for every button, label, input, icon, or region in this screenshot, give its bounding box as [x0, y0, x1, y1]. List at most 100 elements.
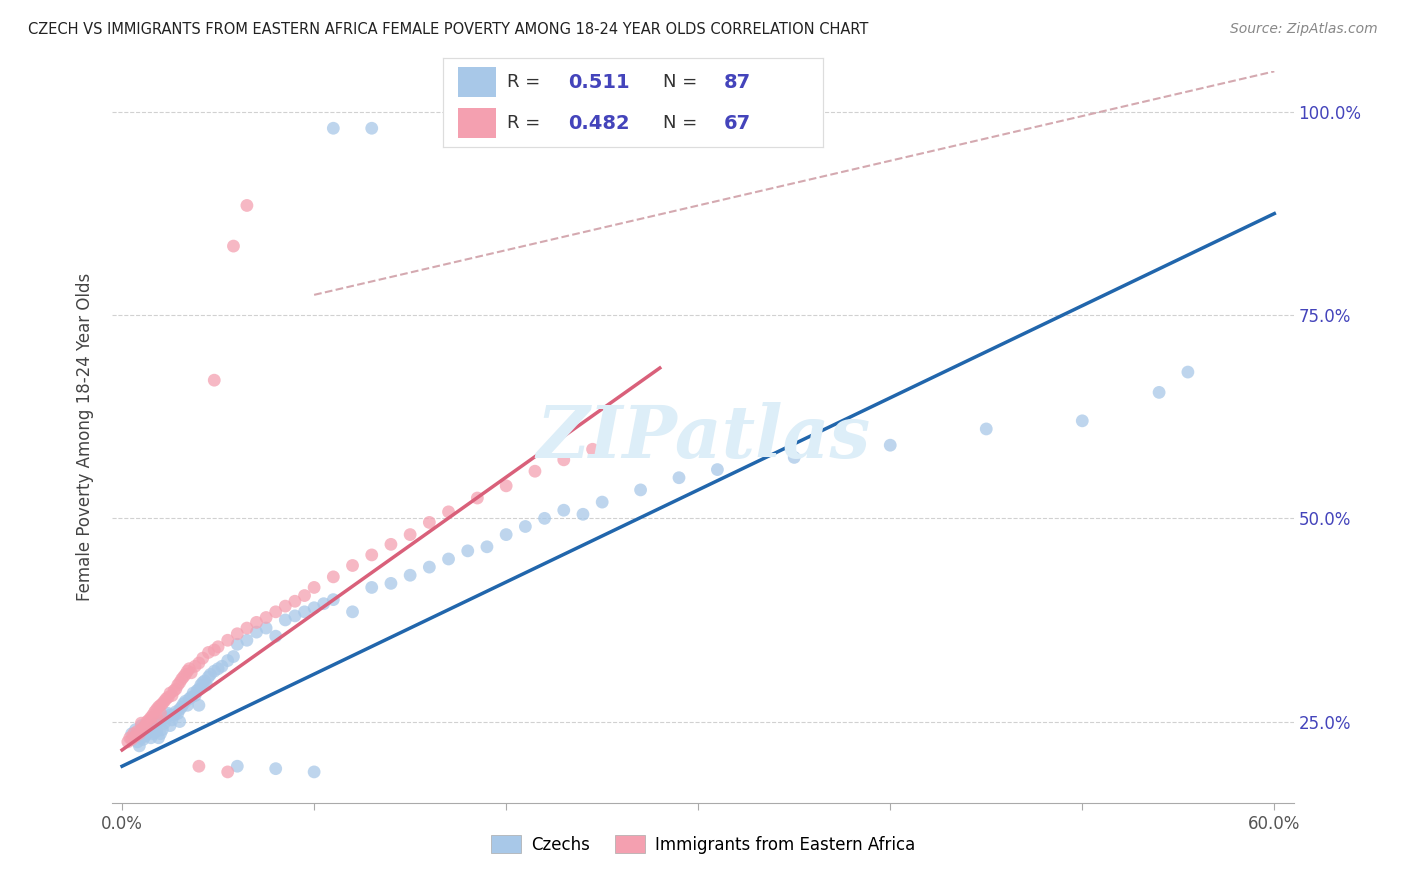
Point: [245, 625, 267, 640]
Text: N =: N =: [664, 73, 697, 91]
Point: [121, 727, 143, 741]
Point: [254, 621, 277, 635]
Point: [457, 544, 479, 558]
Point: [139, 724, 162, 739]
Point: [197, 645, 219, 659]
Point: [475, 540, 498, 554]
Point: [360, 548, 382, 562]
Point: [139, 710, 162, 724]
Point: [124, 723, 146, 737]
Point: [783, 450, 806, 465]
Point: [399, 527, 422, 541]
Point: [515, 519, 537, 533]
Point: [195, 678, 218, 692]
Point: [581, 442, 603, 457]
Point: [122, 727, 145, 741]
Point: [294, 589, 316, 603]
Point: [202, 643, 225, 657]
Point: [284, 594, 307, 608]
Point: [143, 721, 166, 735]
Point: [134, 729, 156, 743]
Point: [302, 764, 325, 779]
Point: [143, 705, 166, 719]
Text: 67: 67: [724, 113, 751, 133]
Point: [202, 373, 225, 387]
Point: [138, 723, 160, 737]
Point: [380, 576, 402, 591]
Point: [380, 537, 402, 551]
Point: [217, 633, 239, 648]
Point: [127, 735, 149, 749]
Point: [165, 705, 187, 719]
Point: [174, 694, 197, 708]
Point: [153, 694, 176, 708]
Point: [170, 673, 193, 687]
Point: [191, 675, 214, 690]
Point: [706, 462, 728, 476]
Point: [236, 198, 259, 212]
Point: [284, 608, 307, 623]
Text: 0.511: 0.511: [568, 72, 630, 92]
Point: [572, 508, 595, 522]
Point: [149, 706, 172, 721]
Point: [173, 670, 195, 684]
Point: [523, 464, 546, 478]
Point: [418, 560, 440, 574]
Point: [159, 708, 181, 723]
Legend: Czechs, Immigrants from Eastern Africa: Czechs, Immigrants from Eastern Africa: [484, 829, 922, 860]
Point: [148, 699, 170, 714]
Point: [121, 732, 143, 747]
Point: [322, 121, 344, 136]
Point: [142, 708, 165, 723]
Point: [163, 683, 186, 698]
Point: [274, 599, 297, 614]
Point: [294, 605, 316, 619]
Point: [302, 581, 325, 595]
Point: [118, 731, 141, 745]
Point: [437, 505, 460, 519]
Point: [226, 637, 249, 651]
Point: [165, 681, 187, 696]
Point: [264, 762, 287, 776]
Point: [322, 570, 344, 584]
Point: [169, 714, 191, 729]
Point: [1177, 365, 1199, 379]
Point: [155, 710, 177, 724]
Point: [117, 735, 139, 749]
Point: [160, 689, 183, 703]
Point: [264, 605, 287, 619]
Point: [187, 759, 209, 773]
Point: [180, 665, 202, 680]
Point: [485, 121, 508, 136]
Point: [495, 527, 517, 541]
Point: [148, 731, 170, 745]
Point: [184, 659, 207, 673]
Text: Source: ZipAtlas.com: Source: ZipAtlas.com: [1230, 22, 1378, 37]
Point: [124, 729, 146, 743]
Point: [879, 438, 901, 452]
Point: [236, 621, 259, 635]
Text: ZIPatlas: ZIPatlas: [536, 401, 870, 473]
Point: [200, 667, 222, 681]
Text: R =: R =: [508, 114, 547, 132]
Y-axis label: Female Poverty Among 18-24 Year Olds: Female Poverty Among 18-24 Year Olds: [76, 273, 94, 601]
Point: [254, 610, 277, 624]
Point: [149, 698, 172, 713]
Point: [302, 600, 325, 615]
Point: [139, 731, 162, 745]
FancyBboxPatch shape: [458, 108, 496, 138]
Point: [187, 698, 209, 713]
Text: CZECH VS IMMIGRANTS FROM EASTERN AFRICA FEMALE POVERTY AMONG 18-24 YEAR OLDS COR: CZECH VS IMMIGRANTS FROM EASTERN AFRICA …: [28, 22, 869, 37]
Point: [176, 664, 198, 678]
Point: [169, 675, 191, 690]
Point: [136, 727, 159, 741]
Text: 87: 87: [724, 72, 751, 92]
Point: [190, 678, 212, 692]
Point: [187, 681, 209, 696]
Point: [222, 649, 245, 664]
Point: [360, 121, 382, 136]
Point: [159, 718, 181, 732]
Point: [152, 723, 174, 737]
Point: [399, 568, 422, 582]
Point: [145, 716, 167, 731]
